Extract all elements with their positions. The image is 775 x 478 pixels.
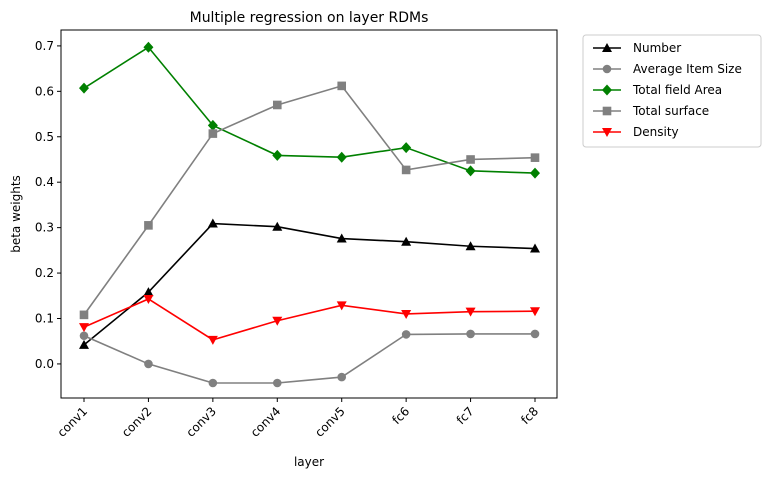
series-total-surface bbox=[79, 81, 540, 320]
x-tick-label: conv5 bbox=[312, 404, 348, 440]
axes-frame bbox=[60, 29, 558, 399]
data-point bbox=[79, 331, 89, 341]
legend-item: Average Item Size bbox=[593, 62, 742, 76]
data-point bbox=[530, 307, 540, 317]
x-tick-label: fc7 bbox=[454, 404, 477, 427]
series-number bbox=[79, 218, 540, 349]
legend-item: Number bbox=[593, 41, 681, 55]
data-point bbox=[144, 359, 153, 369]
data-point bbox=[530, 329, 540, 339]
legend-box bbox=[582, 34, 762, 148]
data-point bbox=[337, 372, 347, 382]
series-line bbox=[83, 84, 536, 316]
x-tick-label: conv2 bbox=[119, 404, 155, 440]
data-point bbox=[530, 167, 540, 179]
legend-marker bbox=[602, 106, 612, 116]
legend-marker bbox=[602, 43, 612, 52]
y-tick-label: 0.5 bbox=[35, 130, 54, 144]
legend-label: Total surface bbox=[632, 104, 709, 118]
y-tick-label: 0.2 bbox=[35, 266, 54, 280]
data-point bbox=[207, 335, 218, 345]
legend-item: Total field Area bbox=[593, 83, 722, 97]
legend-label: Number bbox=[633, 41, 681, 55]
data-point bbox=[144, 221, 153, 230]
x-tick-label: conv3 bbox=[183, 404, 219, 440]
legend-label: Total field Area bbox=[632, 83, 722, 97]
data-point bbox=[272, 378, 282, 388]
series-density bbox=[79, 294, 540, 345]
y-tick-label: 0.1 bbox=[35, 311, 54, 325]
chart-title: Multiple regression on layer RDMs bbox=[190, 10, 429, 26]
data-point bbox=[530, 243, 540, 253]
x-axis-label: layer bbox=[294, 455, 324, 469]
data-point bbox=[143, 41, 154, 53]
data-point bbox=[401, 330, 411, 339]
data-point bbox=[465, 307, 476, 317]
data-point bbox=[272, 100, 282, 110]
legend-marker bbox=[602, 128, 612, 137]
data-point bbox=[336, 233, 347, 243]
data-point bbox=[465, 241, 476, 251]
data-point bbox=[337, 81, 347, 91]
series-line bbox=[83, 46, 536, 174]
data-point bbox=[207, 119, 218, 131]
data-point bbox=[79, 323, 89, 333]
data-point bbox=[272, 316, 283, 326]
data-point bbox=[79, 82, 89, 94]
data-point bbox=[336, 301, 347, 311]
x-tick-label: conv4 bbox=[248, 404, 284, 440]
data-point bbox=[401, 165, 411, 175]
data-point bbox=[272, 149, 283, 161]
legend: Number Average Item Size Total field Area T… bbox=[582, 34, 762, 148]
data-point bbox=[79, 310, 89, 320]
data-point bbox=[401, 236, 412, 246]
x-tick-label: fc8 bbox=[518, 404, 541, 427]
y-tick-label: 0.0 bbox=[35, 357, 54, 371]
data-point bbox=[466, 329, 475, 339]
x-tick-label: conv1 bbox=[55, 404, 91, 440]
data-point bbox=[143, 287, 154, 297]
data-point bbox=[401, 142, 412, 154]
data-point bbox=[143, 294, 154, 304]
series-line bbox=[83, 222, 536, 346]
y-tick-label: 0.6 bbox=[35, 84, 54, 98]
series-line bbox=[83, 298, 536, 341]
legend-marker bbox=[602, 84, 612, 96]
data-point bbox=[530, 153, 540, 162]
data-point bbox=[208, 129, 218, 138]
y-tick-label: 0.7 bbox=[35, 39, 54, 53]
data-point bbox=[465, 165, 476, 177]
legend-marker bbox=[602, 64, 612, 74]
plot-area: 0.0 0.1 0.2 0.3 0.4 0.5 0.6 0.7 conv1 conv2 conv3 c… bbox=[35, 29, 558, 440]
legend-item: Density bbox=[593, 125, 679, 139]
data-point bbox=[208, 378, 218, 388]
legend-label: Density bbox=[633, 125, 679, 139]
x-tick-label: fc6 bbox=[389, 404, 412, 427]
y-tick-label: 0.4 bbox=[35, 175, 54, 189]
data-point bbox=[79, 339, 89, 349]
data-point bbox=[336, 151, 347, 163]
data-point bbox=[207, 218, 218, 228]
y-axis-label: beta weights bbox=[9, 175, 23, 253]
series-average-item-size bbox=[79, 329, 540, 388]
legend-item: Total surface bbox=[593, 104, 709, 118]
legend-label: Average Item Size bbox=[633, 62, 742, 76]
series-line bbox=[83, 333, 535, 384]
data-point bbox=[401, 309, 412, 319]
data-point bbox=[272, 221, 283, 231]
series-total-field-area bbox=[79, 41, 540, 179]
data-point bbox=[466, 155, 475, 164]
y-tick-label: 0.3 bbox=[35, 221, 54, 235]
